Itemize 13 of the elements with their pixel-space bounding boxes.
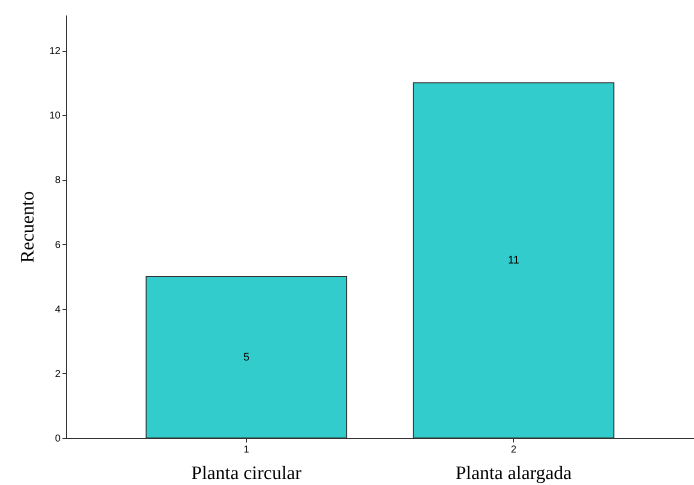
data-label: 11 — [508, 254, 520, 266]
data-label: 5 — [243, 351, 250, 364]
x-tick-label: 1 — [244, 444, 250, 456]
y-tick-label: 10 — [49, 110, 61, 122]
y-tick-label: 2 — [54, 368, 61, 380]
y-tick-label: 0 — [54, 434, 61, 444]
text: Planta circular — [191, 463, 302, 484]
text: Planta alargada — [455, 463, 572, 484]
y-axis-title: Recuento — [17, 191, 38, 263]
y-tick-label: 4 — [54, 304, 61, 316]
y-tick-label: 6 — [54, 240, 61, 251]
y-tick-label: 12 — [49, 46, 61, 58]
y-tick-label: 8 — [54, 175, 61, 186]
